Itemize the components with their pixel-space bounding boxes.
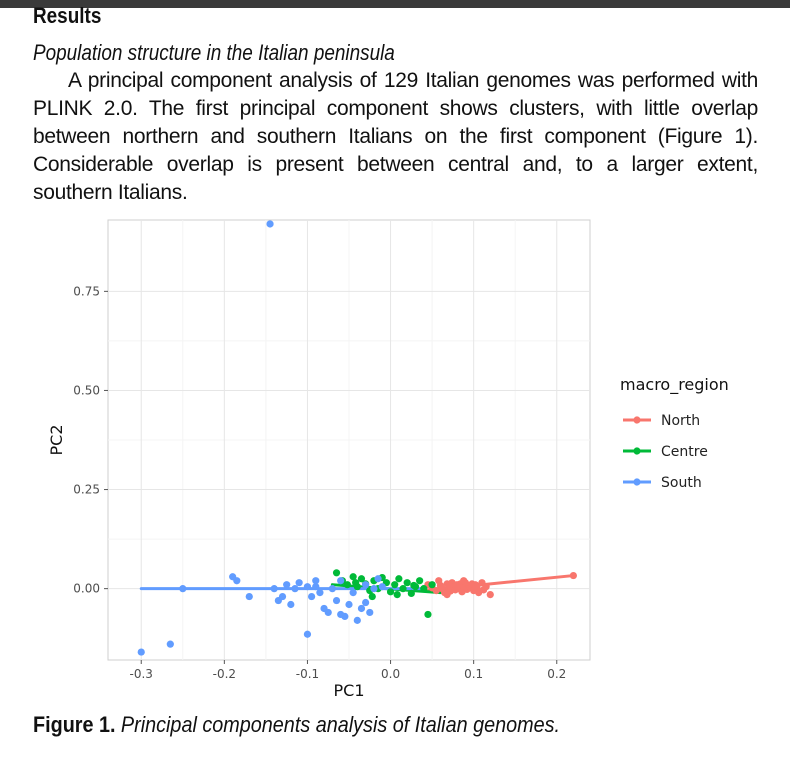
south-point bbox=[370, 585, 378, 593]
legend-key-point-south bbox=[633, 478, 641, 486]
south-point bbox=[270, 585, 278, 593]
south-point bbox=[233, 577, 241, 585]
south-point bbox=[362, 581, 370, 589]
data-points bbox=[137, 220, 577, 656]
legend: macro_region North Centre South bbox=[620, 375, 729, 491]
south-point bbox=[366, 608, 374, 617]
legend-label-centre: Centre bbox=[661, 444, 708, 460]
centre-point bbox=[403, 579, 411, 587]
north-point bbox=[435, 577, 443, 585]
south-point bbox=[308, 592, 316, 601]
centre-point bbox=[399, 585, 407, 593]
south-point bbox=[374, 575, 382, 583]
x-tick-label: 0.1 bbox=[464, 667, 483, 681]
figure-caption: Figure 1. Principal components analysis o… bbox=[33, 712, 560, 738]
south-point bbox=[316, 589, 324, 597]
south-point bbox=[337, 577, 345, 585]
y-axis-title: PC2 bbox=[47, 425, 66, 456]
centre-point bbox=[424, 610, 432, 619]
centre-point bbox=[420, 585, 428, 593]
y-tick-label: 0.25 bbox=[73, 483, 100, 497]
legend-label-south: South bbox=[661, 475, 702, 491]
south-point bbox=[283, 581, 291, 589]
centre-point bbox=[393, 590, 401, 599]
y-tick-label: 0.00 bbox=[73, 582, 100, 596]
section-heading: Results bbox=[33, 3, 102, 28]
south-point bbox=[179, 585, 187, 593]
north-point bbox=[486, 590, 494, 599]
centre-point bbox=[332, 569, 341, 577]
axis-ticks: -0.3 -0.2 -0.1 0.0 0.1 0.2 0.00 0.25 0.50 0.75 bbox=[73, 284, 566, 681]
centre-point bbox=[395, 575, 403, 583]
centre-point bbox=[352, 579, 360, 587]
centre-point bbox=[416, 577, 424, 585]
south-point bbox=[324, 608, 332, 617]
south-point bbox=[287, 600, 295, 609]
south-point bbox=[353, 616, 361, 624]
north-point bbox=[569, 571, 577, 580]
centre-point bbox=[349, 573, 357, 581]
centre-point bbox=[368, 592, 376, 601]
south-point bbox=[312, 577, 320, 585]
legend-key-point-north bbox=[633, 416, 641, 424]
south-point bbox=[337, 610, 345, 619]
legend-label-north: North bbox=[661, 413, 700, 429]
south-point bbox=[357, 604, 366, 613]
legend-title: macro_region bbox=[620, 375, 729, 395]
centre-point bbox=[407, 589, 415, 598]
y-tick-label: 0.50 bbox=[73, 383, 100, 397]
south-point bbox=[332, 596, 341, 605]
north-point bbox=[432, 587, 440, 595]
south-point bbox=[345, 600, 353, 609]
legend-key-point-centre bbox=[633, 447, 641, 455]
body-paragraph: A principal component analysis of 129 It… bbox=[33, 69, 758, 204]
centre-point bbox=[410, 581, 418, 590]
subsection-heading: Population structure in the Italian peni… bbox=[33, 40, 395, 65]
x-tick-label: -0.1 bbox=[296, 667, 319, 681]
x-tick-label: -0.3 bbox=[130, 667, 153, 681]
north-point bbox=[443, 590, 451, 599]
caption-label: Figure 1. bbox=[33, 712, 116, 737]
south-point bbox=[245, 592, 253, 601]
centre-point bbox=[391, 581, 399, 589]
north-point bbox=[482, 583, 490, 591]
south-point bbox=[328, 585, 336, 593]
y-tick-label: 0.75 bbox=[73, 284, 100, 298]
x-tick-label: 0.0 bbox=[381, 667, 400, 681]
centre-point bbox=[343, 581, 351, 589]
x-axis-title: PC1 bbox=[334, 681, 365, 700]
south-point bbox=[266, 220, 274, 228]
south-point bbox=[312, 583, 320, 591]
centre-point bbox=[428, 581, 436, 589]
south-point bbox=[303, 630, 312, 638]
x-tick-label: -0.2 bbox=[213, 667, 236, 681]
south-point bbox=[303, 583, 312, 591]
north-point bbox=[460, 577, 468, 585]
south-point bbox=[137, 648, 145, 656]
top-bar bbox=[0, 0, 790, 8]
x-tick-label: 0.2 bbox=[547, 667, 566, 681]
caption-text: Principal components analysis of Italian… bbox=[120, 712, 561, 737]
south-point bbox=[349, 589, 357, 597]
centre-point bbox=[357, 575, 366, 583]
south-point bbox=[291, 585, 299, 593]
centre-point bbox=[386, 588, 395, 596]
south-point bbox=[166, 640, 174, 648]
pca-scatter-figure: -0.3 -0.2 -0.1 0.0 0.1 0.2 0.00 0.25 0.50 0.75 PC… bbox=[47, 219, 729, 700]
south-point bbox=[362, 598, 370, 607]
south-point bbox=[278, 592, 287, 601]
south-point bbox=[378, 583, 386, 591]
south-point bbox=[295, 579, 303, 587]
